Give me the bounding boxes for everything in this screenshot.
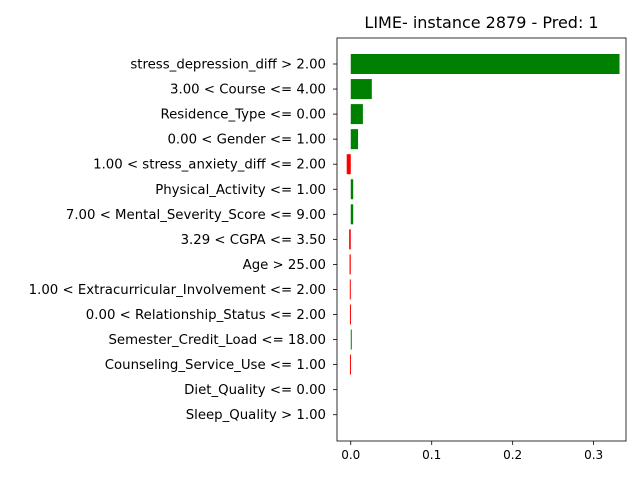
x-tick-label: 0.2 [503,448,522,462]
y-tick-label: Semester_Credit_Load <= 18.00 [108,333,326,348]
y-tick-label: 1.00 < Extracurricular_Involvement <= 2.… [29,283,326,298]
y-tick-label: stress_depression_diff > 2.00 [130,58,326,73]
plot-frame [336,37,627,442]
bars-group [346,54,620,375]
y-tick-label: Age > 25.00 [243,258,326,273]
y-tick-label: Sleep_Quality > 1.00 [186,408,326,423]
y-tick-label: 0.00 < Relationship_Status <= 2.00 [86,308,326,323]
y-labels-group: stress_depression_diff > 2.00 3.00 < Cour… [29,58,337,423]
bar [350,204,354,225]
y-tick-label: 3.29 < CGPA <= 3.50 [181,233,326,248]
bar [349,254,351,275]
bar [346,154,351,175]
y-tick-label: Residence_Type <= 0.00 [160,108,326,123]
bar [350,329,352,350]
bar [350,179,354,200]
chart-title: LIME- instance 2879 - Pred: 1 [364,13,598,32]
bar [350,54,620,74]
y-tick-label: 7.00 < Mental_Severity_Score <= 9.00 [66,208,326,223]
bar [350,104,363,125]
bar [349,229,351,250]
bar [349,304,351,325]
bar [350,79,372,100]
y-tick-label: Physical_Activity <= 1.00 [155,183,326,198]
y-tick-label: 1.00 < stress_anxiety_diff <= 2.00 [93,158,326,173]
bar [349,354,351,375]
bar [350,129,359,150]
y-tick-label: Counseling_Service_Use <= 1.00 [105,358,326,373]
x-tick-label: 0.0 [341,448,360,462]
x-tick-label: 0.3 [584,448,603,462]
x-tick-label: 0.1 [422,448,441,462]
y-tick-label: 3.00 < Course <= 4.00 [170,83,326,98]
y-tick-label: Diet_Quality <= 0.00 [184,383,326,398]
bar [349,279,351,300]
x-axis-group: 0.0 0.1 0.2 0.3 [341,441,603,462]
y-tick-label: 0.00 < Gender <= 1.00 [167,133,326,148]
